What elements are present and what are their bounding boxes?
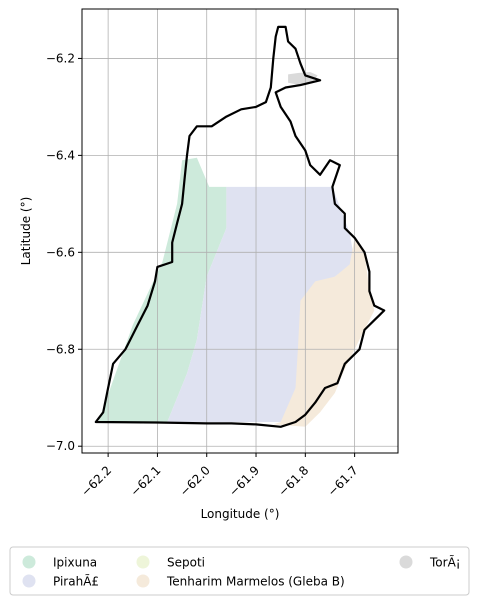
y-axis-title: Latitude (°) (19, 197, 33, 266)
legend-marker-4 (399, 555, 413, 569)
legend-label-1: PirahÃ£ (53, 574, 99, 589)
x-axis-title: Longitude (°) (201, 507, 280, 521)
region-2 (273, 237, 375, 427)
region-0 (98, 157, 227, 423)
y-tick-label-1: −6.4 (46, 148, 75, 162)
y-tick-label-3: −6.8 (46, 342, 75, 356)
y-axis-ticks: −6.2 −6.4 −6.6 −6.8 −7.0 (46, 51, 82, 453)
legend-label-0: Ipixuna (53, 556, 97, 570)
legend: Ipixuna PirahÃ£ Sepoti Tenharim Marmelos (G… (9, 546, 470, 596)
legend-marker-1 (22, 574, 36, 588)
regions-layer (98, 72, 375, 427)
legend-box (9, 546, 470, 596)
legend-marker-0 (22, 555, 36, 569)
legend-label-2: Sepoti (167, 556, 205, 570)
municipality-boundary (94, 25, 386, 428)
legend-label-4: TorÃ¡ (429, 555, 461, 570)
region-1 (167, 186, 355, 422)
legend-marker-3 (136, 574, 150, 588)
boundary-layer (94, 25, 386, 428)
legend-label-3: Tenharim Marmelos (Gleba B) (166, 575, 345, 589)
y-tick-label-0: −6.2 (46, 51, 75, 65)
legend-marker-2 (136, 555, 150, 569)
y-tick-label-4: −7.0 (46, 439, 75, 453)
y-tick-label-2: −6.6 (46, 245, 75, 259)
grid-layer (82, 9, 398, 453)
plot-frame (81, 8, 399, 454)
legend-entries: Ipixuna PirahÃ£ Sepoti Tenharim Marmelos (G… (22, 555, 461, 589)
